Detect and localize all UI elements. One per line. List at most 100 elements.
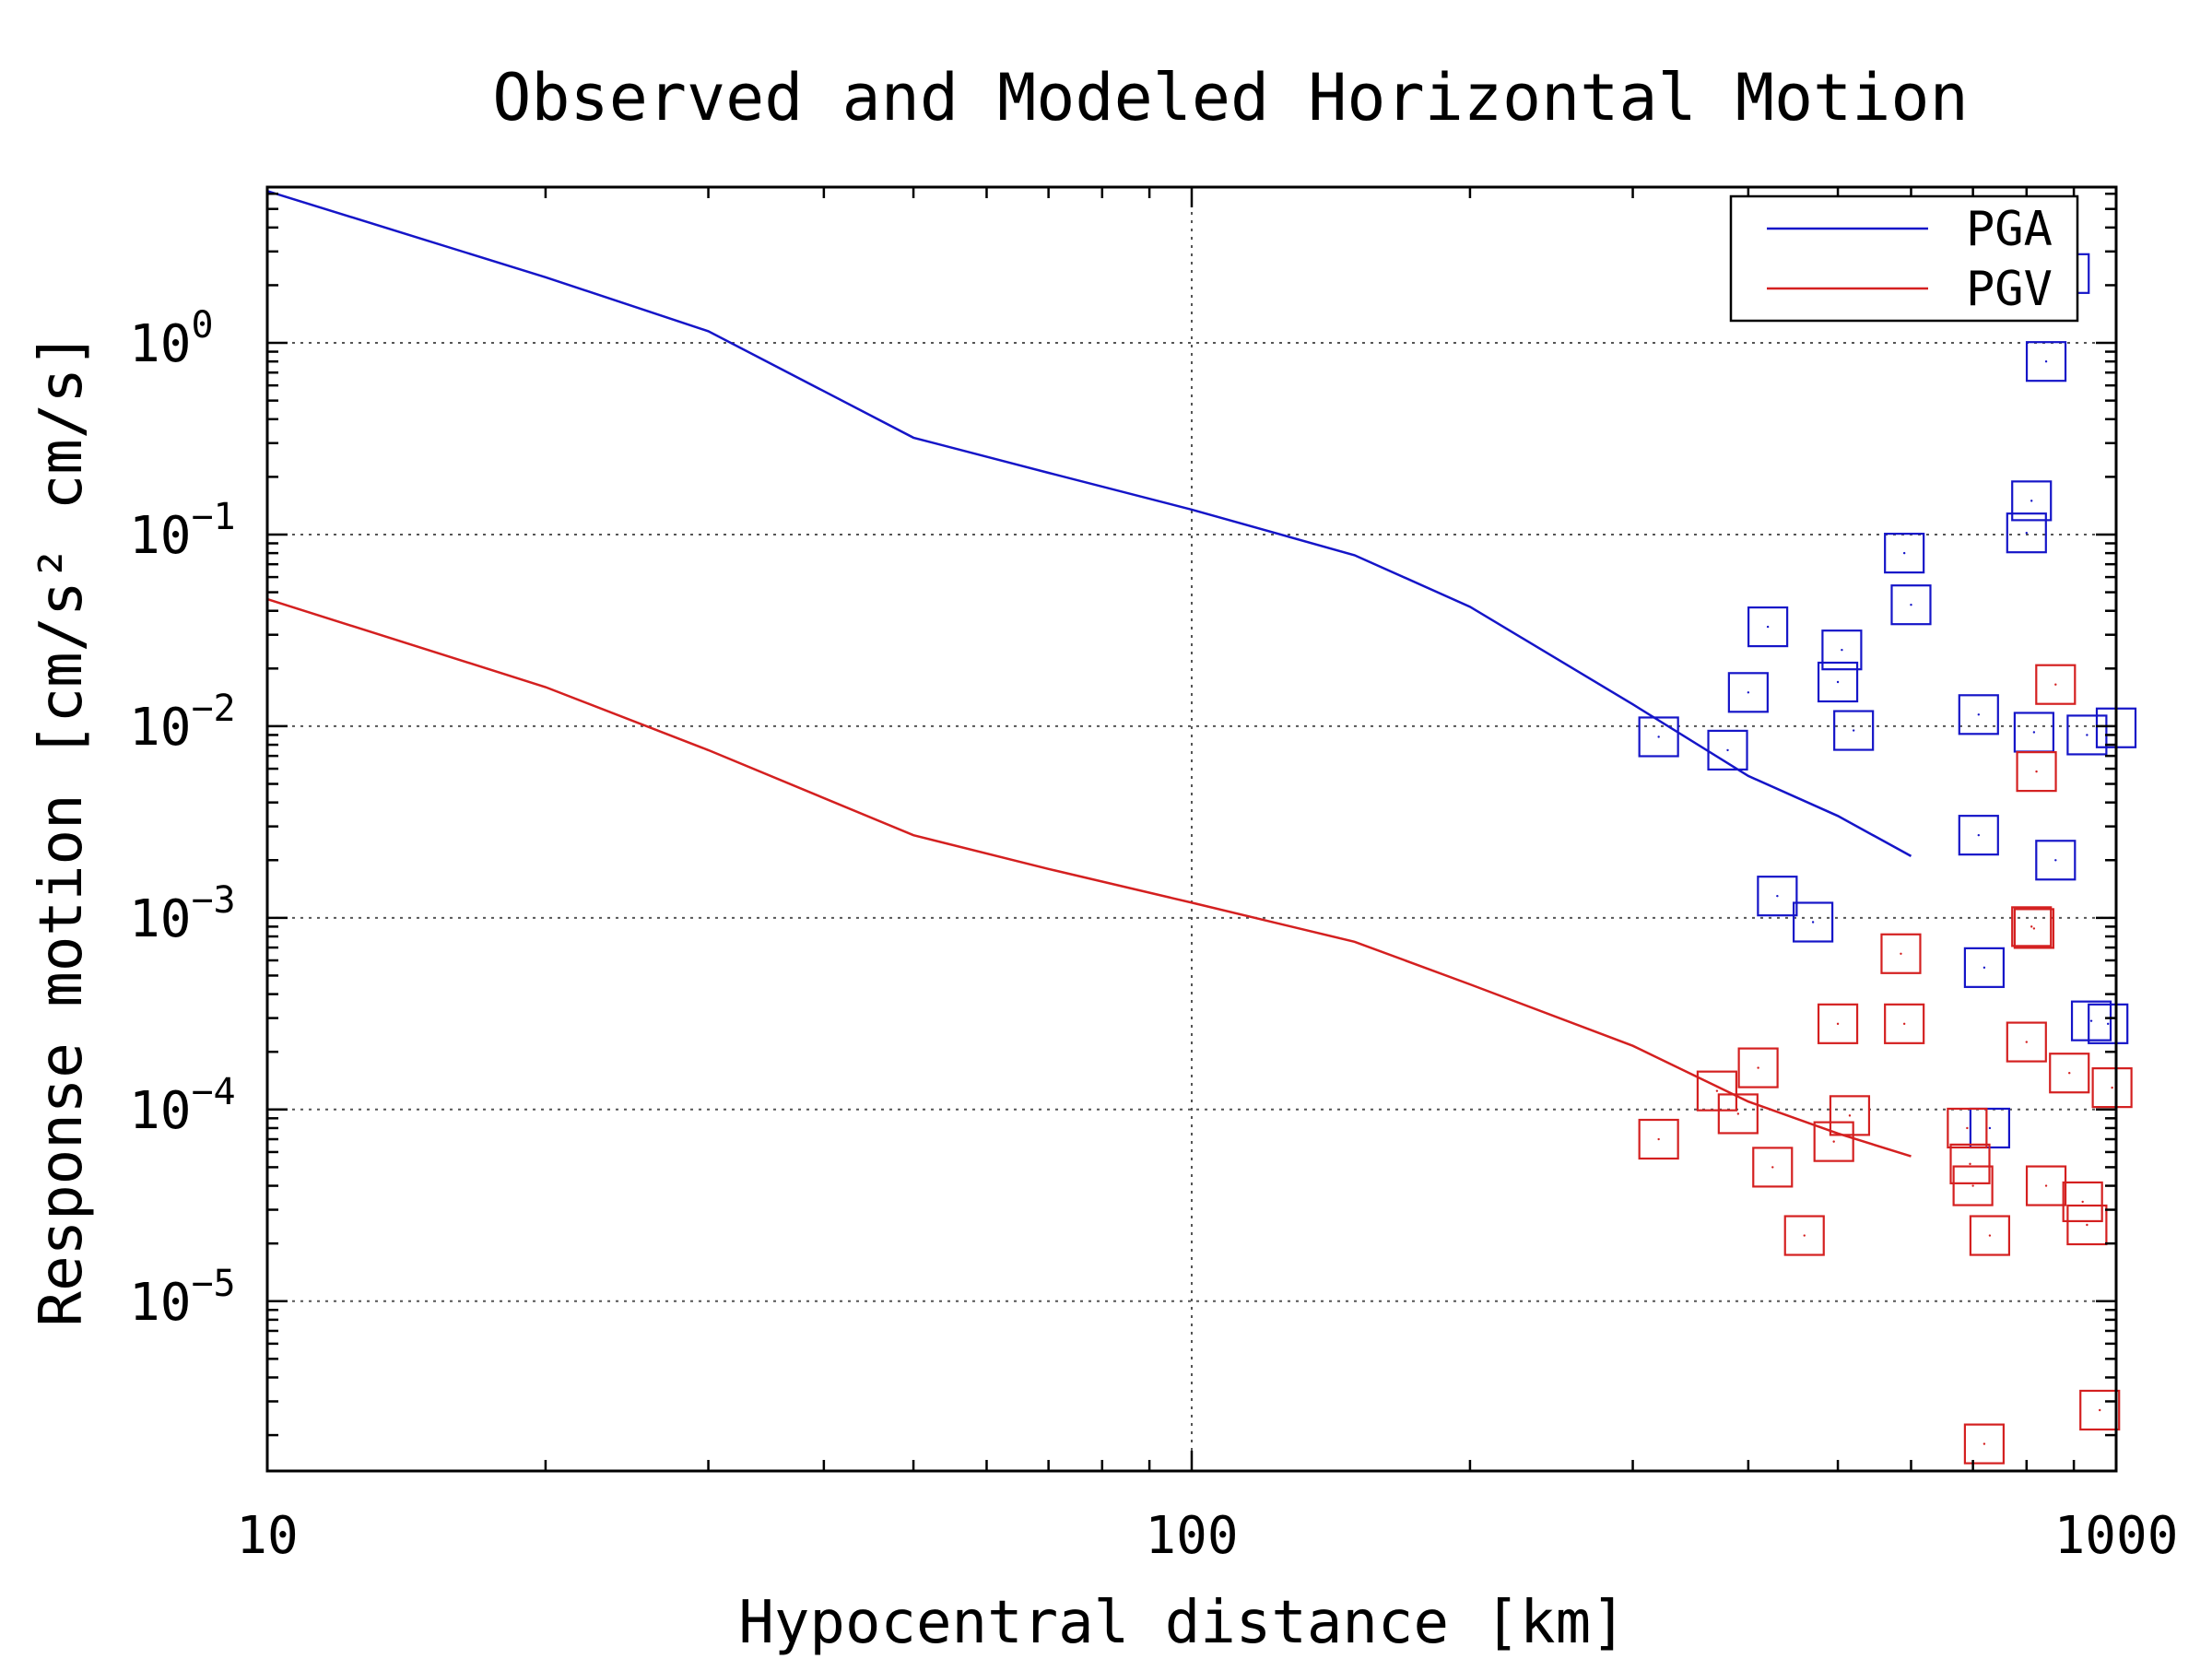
data-point-dot (1969, 1162, 1971, 1166)
series-line-pgv (266, 597, 1912, 1158)
y-tick-label: 10−5 (129, 1263, 236, 1333)
data-point (1963, 1423, 2006, 1465)
data-point (1817, 1003, 1859, 1044)
data-point (1884, 533, 1925, 574)
series-lines (266, 190, 1912, 1158)
data-point-dot (1988, 1126, 1992, 1130)
y-tick-label: 10−1 (129, 496, 236, 566)
data-point (2025, 341, 2067, 382)
x-tick-label: 1000 (2054, 1506, 2179, 1566)
data-point-dot (1848, 1114, 1852, 1117)
data-point-dot (1977, 833, 1981, 837)
data-point (1638, 1118, 1679, 1160)
data-point-dot (1771, 1166, 1774, 1169)
data-point (2025, 1165, 2067, 1206)
tick-labels: 10 100 1000 100 10−1 10−2 10−3 10−4 10−5 (129, 304, 2178, 1566)
data-point-dot (2035, 770, 2038, 773)
data-point (2062, 1181, 2103, 1223)
data-point (1821, 629, 1863, 671)
data-point (2088, 1003, 2129, 1044)
data-point-dot (1657, 735, 1660, 738)
data-point (2016, 751, 2057, 793)
data-point-dot (2030, 925, 2033, 928)
x-tick-label: 100 (1145, 1506, 1238, 1566)
legend: PGA PGV (1729, 194, 2079, 323)
data-point (1638, 716, 1679, 758)
grid (267, 187, 2116, 1471)
data-point-dot (1757, 1066, 1759, 1069)
data-point-dot (1836, 1022, 1840, 1026)
data-point (1833, 710, 1875, 751)
data-point-dot (2089, 1019, 2093, 1022)
x-tick-label: 10 (236, 1506, 298, 1566)
data-point (1813, 1121, 1854, 1162)
data-point-dot (1988, 1234, 1992, 1237)
data-point (1963, 947, 2006, 988)
data-point-dot (2086, 734, 2088, 736)
data-point-dot (1747, 691, 1750, 694)
data-point-dot (2044, 1184, 2048, 1187)
y-tick-label: 10−2 (129, 688, 236, 758)
data-point-dot (2025, 531, 2028, 535)
data-point (1727, 672, 1769, 713)
data-point-dot (2032, 731, 2036, 734)
data-point-dot (1803, 1234, 1806, 1237)
data-point-dot (1836, 680, 1840, 684)
data-point-dot (1726, 748, 1729, 752)
data-point (1817, 661, 1859, 703)
data-point (1829, 1095, 1871, 1136)
data-point-dot (2106, 1022, 2110, 1026)
data-point-dot (1966, 1126, 1969, 1130)
data-point (2066, 1204, 2108, 1246)
data-point-dot (2030, 500, 2033, 502)
data-point (1947, 1107, 1988, 1149)
data-point-dot (1832, 1140, 1835, 1143)
legend-box (1729, 194, 2079, 323)
axis-ticks (265, 187, 2116, 1471)
data-point-dot (2044, 359, 2048, 363)
data-point-dot (1766, 625, 1770, 629)
y-axis-label: Response motion [cm/s² cm/s] (28, 333, 96, 1327)
data-point (2035, 840, 2077, 881)
data-point (2091, 1067, 2133, 1109)
data-point (1969, 1215, 2011, 1256)
data-point (1747, 606, 1789, 648)
y-tick-label: 10−4 (129, 1071, 236, 1141)
data-point (1884, 1003, 1925, 1044)
data-point (1949, 1143, 1991, 1184)
legend-label-pga: PGA (1966, 202, 2053, 257)
data-point-dot (2054, 683, 2057, 686)
data-point-dot (2032, 927, 2036, 930)
data-point (1958, 815, 1999, 856)
data-point-dot (1902, 551, 1906, 555)
data-point-dot (1900, 952, 1902, 955)
data-point (2079, 1389, 2121, 1431)
data-point-dot (1657, 1137, 1660, 1141)
data-point-dot (1852, 729, 1855, 732)
data-point (2011, 480, 2053, 522)
data-point (1890, 584, 1932, 626)
chart-title: Observed and Modeled Horizontal Motion (492, 60, 1968, 135)
data-point (1757, 876, 1798, 917)
data-point (1752, 1147, 1794, 1188)
data-point-dot (1715, 1089, 1719, 1092)
data-point-dot (1983, 1442, 1986, 1445)
data-point-dot (1983, 966, 1986, 970)
data-point-dot (2025, 1041, 2028, 1043)
legend-label-pgv: PGV (1966, 262, 2053, 317)
data-point-dot (2054, 859, 2057, 862)
data-point (2013, 908, 2054, 949)
data-point (1793, 901, 1834, 943)
data-point-dot (1776, 894, 1779, 898)
data-point-dot (1971, 1184, 1974, 1187)
data-point (1952, 1165, 1994, 1206)
data-point-dot (1902, 1022, 1906, 1026)
data-point (2011, 906, 2053, 947)
data-point (2070, 1000, 2112, 1041)
data-point (2035, 664, 2077, 705)
data-point-dot (2081, 1200, 2084, 1204)
y-tick-label: 100 (129, 304, 214, 374)
plot-frame (265, 185, 2118, 1473)
y-tick-label: 10−3 (129, 879, 236, 949)
